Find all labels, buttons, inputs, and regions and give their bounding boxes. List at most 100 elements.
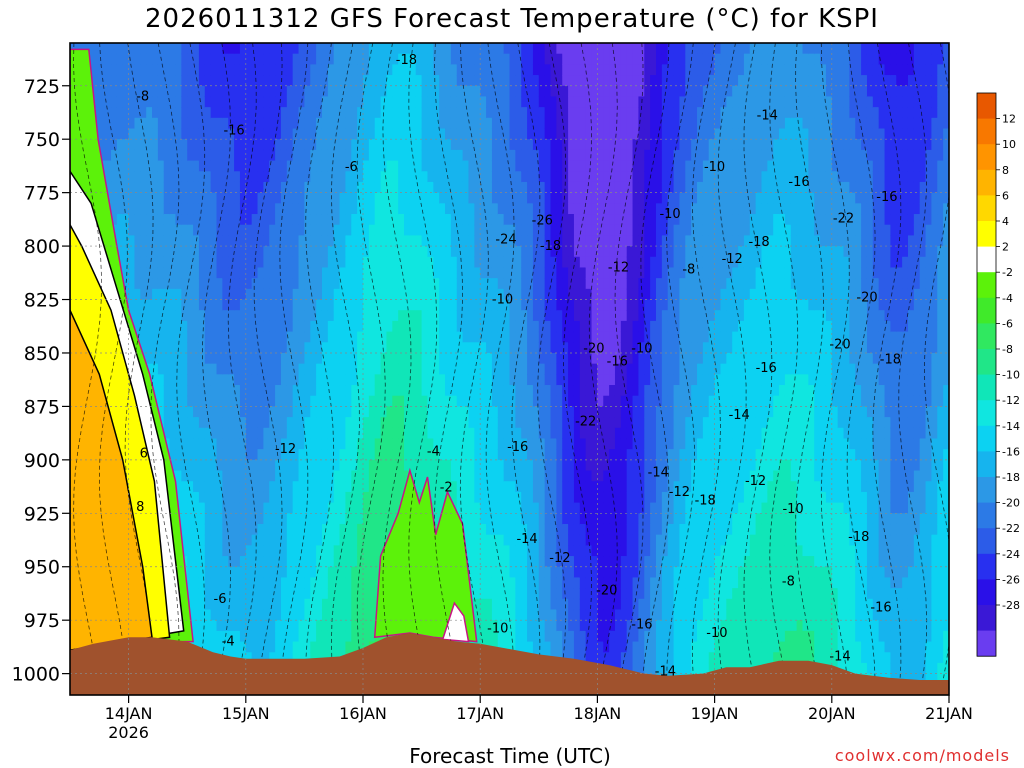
heatmap-cell: [339, 417, 347, 429]
heatmap-cell: [286, 609, 294, 621]
heatmap-cell: [169, 288, 177, 301]
heatmap-cell: [245, 545, 253, 557]
heatmap-cell: [486, 149, 493, 162]
heatmap-cell: [357, 139, 364, 151]
heatmap-cell: [280, 96, 288, 108]
heatmap-cell: [234, 502, 241, 514]
heatmap-cell: [351, 481, 358, 493]
heatmap-cell: [398, 128, 405, 140]
heatmap-cell: [105, 64, 112, 76]
heatmap-cell: [198, 427, 206, 440]
heatmap-cell: [321, 609, 329, 621]
heatmap-cell: [339, 53, 347, 65]
heatmap-cell: [427, 427, 434, 440]
heatmap-cell: [480, 139, 487, 151]
heatmap-cell: [310, 438, 317, 450]
heatmap-cell: [363, 502, 370, 514]
heatmap-cell: [169, 352, 177, 365]
heatmap-cell: [275, 107, 282, 119]
heatmap-cell: [321, 417, 329, 429]
heatmap-cell: [386, 363, 393, 375]
heatmap-cell: [386, 96, 393, 108]
heatmap-cell: [462, 53, 470, 65]
heatmap-cell: [257, 117, 264, 130]
heatmap-cell: [439, 267, 446, 279]
heatmap-cell: [222, 395, 229, 408]
heatmap-cell: [105, 149, 112, 162]
heatmap-cell: [327, 374, 335, 386]
heatmap-cell: [392, 107, 399, 119]
heatmap-cell: [363, 256, 370, 269]
heatmap-cell: [111, 160, 118, 172]
heatmap-cell: [228, 417, 235, 429]
heatmap-cell: [327, 449, 335, 461]
heatmap-cell: [333, 545, 341, 557]
heatmap-cell: [521, 566, 528, 579]
heatmap-cell: [216, 438, 223, 450]
heatmap-cell: [503, 310, 511, 322]
heatmap-cell: [187, 235, 194, 247]
heatmap-cell: [263, 192, 270, 204]
heatmap-cell: [187, 342, 194, 354]
heatmap-cell: [474, 481, 481, 493]
heatmap-cell: [140, 310, 147, 322]
heatmap-cell: [368, 224, 376, 236]
heatmap-cell: [374, 534, 382, 546]
heatmap-cell: [532, 256, 540, 269]
heatmap-cell: [503, 214, 511, 226]
heatmap-cell: [175, 406, 182, 418]
heatmap-cell: [392, 160, 399, 172]
heatmap-cell: [491, 598, 499, 611]
heatmap-cell: [363, 491, 370, 504]
heatmap-cell: [503, 53, 511, 65]
heatmap-cell: [345, 470, 352, 482]
heatmap-cell: [532, 64, 540, 76]
heatmap-cell: [357, 53, 364, 65]
heatmap-cell: [286, 107, 294, 119]
heatmap-cell: [310, 598, 317, 611]
heatmap-cell: [198, 171, 206, 183]
heatmap-cell: [228, 107, 235, 119]
heatmap-cell: [210, 598, 218, 611]
heatmap-cell: [327, 609, 335, 621]
heatmap-cell: [210, 588, 218, 600]
heatmap-cell: [503, 545, 511, 557]
heatmap-cell: [404, 417, 411, 429]
heatmap-cell: [345, 320, 352, 333]
heatmap-cell: [357, 320, 364, 333]
heatmap-cell: [380, 417, 388, 429]
heatmap-cell: [527, 556, 534, 568]
heatmap-cell: [374, 171, 382, 183]
heatmap-cell: [532, 171, 540, 183]
heatmap-cell: [398, 64, 405, 76]
heatmap-cell: [427, 139, 434, 151]
heatmap-cell: [157, 139, 165, 151]
heatmap-cell: [310, 149, 317, 162]
heatmap-cell: [228, 256, 235, 269]
heatmap-cell: [321, 470, 329, 482]
heatmap-cell: [509, 491, 516, 504]
heatmap-cell: [222, 566, 229, 579]
heatmap-cell: [116, 107, 124, 119]
heatmap-cell: [409, 171, 417, 183]
heatmap-cell: [198, 64, 206, 76]
heatmap-cell: [321, 534, 329, 546]
heatmap-cell: [439, 470, 446, 482]
heatmap-cell: [509, 427, 516, 440]
heatmap-cell: [515, 417, 522, 429]
chart-title: 2026011312 GFS Forecast Temperature (°C)…: [145, 4, 879, 34]
heatmap-cell: [228, 374, 235, 386]
heatmap-cell: [105, 171, 112, 183]
heatmap-cell: [527, 181, 534, 194]
heatmap-cell: [245, 192, 253, 204]
heatmap-cell: [439, 139, 446, 151]
heatmap-cell: [503, 288, 511, 301]
heatmap-cell: [544, 342, 552, 354]
heatmap-cell: [257, 256, 264, 269]
heatmap-cell: [491, 53, 499, 65]
heatmap-cell: [544, 288, 552, 301]
heatmap-cell: [532, 342, 540, 354]
heatmap-cell: [140, 288, 147, 301]
heatmap-cell: [222, 139, 229, 151]
heatmap-cell: [339, 352, 347, 365]
